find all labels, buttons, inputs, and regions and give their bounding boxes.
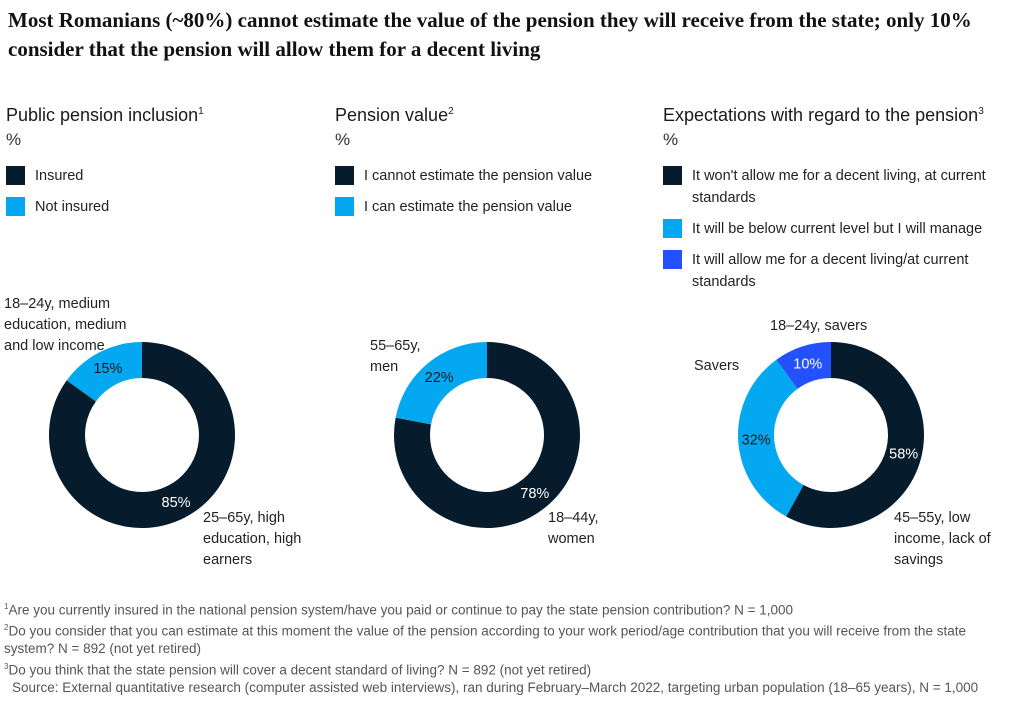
unit-label: %: [335, 130, 351, 149]
donut-chart-pension-value: 78% 22%: [394, 342, 580, 528]
unit-label: %: [663, 130, 679, 149]
legend-swatch: [663, 250, 682, 269]
legend-label: It won't allow me for a decent living, a…: [692, 168, 986, 206]
annotation-not-decent-group: 45–55y, low income, lack of savings: [894, 510, 991, 568]
page-title: Most Romanians (~80%) cannot estimate th…: [8, 8, 972, 61]
donut-slice-1: [786, 342, 924, 528]
annotation-can-estimate-group: 55–65y, men: [370, 338, 421, 375]
footnote-marker: 1: [4, 602, 9, 611]
donut-slice-1: [394, 342, 580, 528]
legend-label: It will be below current level but I wil…: [692, 221, 983, 237]
legend-item-below-manage: It will be below current level but I wil…: [663, 218, 1023, 240]
legend-swatch: [663, 166, 682, 185]
legend-swatch: [335, 197, 354, 216]
donut-slice-1: [48, 342, 235, 528]
annotation-not-insured-group: 18–24y, medium education, medium and low…: [4, 296, 127, 354]
panel-heading-text: Pension value: [335, 105, 449, 125]
legend-item-decent: It will allow me for a decent living/at …: [663, 249, 1023, 293]
annotation-below-manage-group: Savers: [694, 358, 740, 374]
panel-heading: Public pension inclusion1: [6, 100, 356, 127]
legend-label: Not insured: [35, 199, 110, 215]
annotation-cannot-estimate-group: 18–44y, women: [548, 510, 599, 547]
footnote-marker: 3: [4, 661, 9, 671]
legend-item-cannot-estimate: I cannot estimate the pension value: [335, 165, 635, 187]
annotation-insured-group: 25–65y, high education, high earners: [203, 510, 302, 568]
footnote-1: 1Are you currently insured in the nation…: [4, 598, 1014, 619]
legend-swatch: [6, 197, 25, 216]
donut-slice-3: [776, 342, 831, 389]
footnote-marker: 2: [4, 623, 9, 632]
panel-pension-expectations: Expectations with regard to the pension3…: [663, 100, 1023, 302]
legend-swatch: [663, 219, 682, 238]
footnote-ref: 1: [198, 106, 204, 117]
legend: It won't allow me for a decent living, a…: [663, 165, 1023, 293]
legend-swatch: [6, 166, 25, 185]
footnote-ref: 3: [978, 106, 984, 117]
donut-slice-label-2: 32%: [742, 433, 771, 449]
footnote-ref: 2: [448, 106, 454, 117]
legend-item-not-decent: It won't allow me for a decent living, a…: [663, 165, 1023, 209]
legend-label: It will allow me for a decent living/at …: [692, 252, 969, 290]
panel-heading-text: Public pension inclusion: [6, 105, 199, 125]
legend-swatch: [335, 166, 354, 185]
panel-pension-value: Pension value2 % I cannot estimate the p…: [335, 100, 635, 227]
donut-chart-pension-expectations: 58% 32% 10%: [738, 342, 924, 528]
legend-label: I can estimate the pension value: [364, 199, 572, 215]
footnotes: 1Are you currently insured in the nation…: [4, 598, 1014, 696]
legend: I cannot estimate the pension value I ca…: [335, 165, 635, 218]
legend: Insured Not insured: [6, 165, 356, 218]
legend-label: Insured: [35, 168, 84, 184]
footnote-text: Do you consider that you can estimate at…: [4, 623, 966, 657]
donut-slice-label-2: 15%: [93, 361, 122, 377]
footnote-text: Are you currently insured in the nationa…: [8, 602, 794, 618]
donut-slice-2: [395, 342, 487, 425]
legend-item-insured: Insured: [6, 165, 356, 187]
legend-item-not-insured: Not insured: [6, 196, 356, 218]
legend-item-can-estimate: I can estimate the pension value: [335, 196, 635, 218]
panel-heading-text: Expectations with regard to the pension: [663, 105, 979, 125]
donut-slice-label-1: 85%: [162, 495, 191, 511]
footnote-3: 3Do you think that the state pension wil…: [4, 658, 1014, 679]
unit-label: %: [6, 130, 22, 149]
annotation-decent-group: 18–24y, savers: [770, 318, 868, 334]
donut-slice-label-1: 58%: [889, 447, 918, 463]
panel-heading: Expectations with regard to the pension3: [663, 100, 1023, 127]
panel-pension-inclusion: Public pension inclusion1 % Insured Not …: [6, 100, 356, 227]
source-note: Source: External quantitative research (…: [12, 679, 979, 695]
donut-slice-label-2: 22%: [425, 370, 454, 386]
donut-chart-pension-inclusion: 85% 15%: [48, 342, 235, 528]
donut-slice-2: [738, 359, 804, 517]
donut-slice-2: [66, 342, 142, 402]
legend-label: I cannot estimate the pension value: [364, 168, 593, 184]
footnote-2: 2Do you consider that you can estimate a…: [4, 619, 1014, 658]
donut-slice-label-1: 78%: [520, 486, 549, 502]
donut-slice-label-3: 10%: [793, 357, 822, 373]
panel-heading: Pension value2: [335, 100, 635, 127]
footnote-text: Do you think that the state pension will…: [8, 662, 592, 677]
